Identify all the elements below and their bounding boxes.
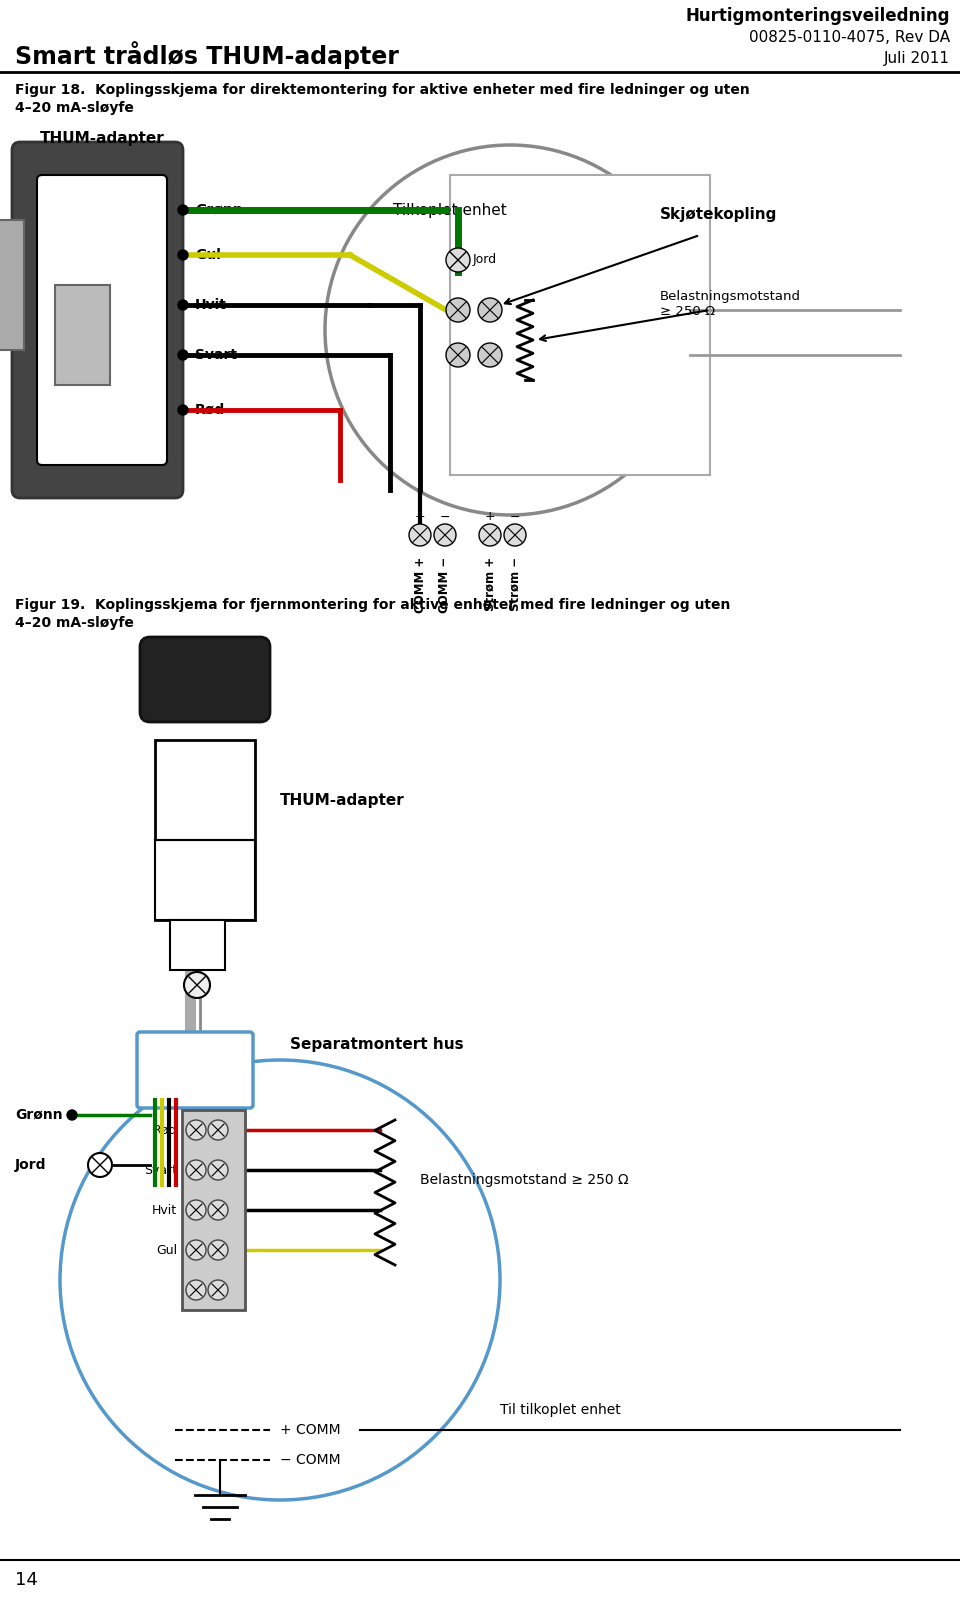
Text: 4–20 mA-sløyfe: 4–20 mA-sløyfe [15, 616, 133, 630]
FancyBboxPatch shape [12, 142, 183, 498]
Text: Juli 2011: Juli 2011 [884, 51, 950, 66]
Circle shape [434, 525, 456, 546]
FancyBboxPatch shape [137, 1032, 253, 1107]
Circle shape [479, 525, 501, 546]
Text: Separatmontert hus: Separatmontert hus [290, 1037, 464, 1053]
Text: COMM +: COMM + [414, 557, 426, 613]
Circle shape [409, 525, 431, 546]
Text: Hvit: Hvit [152, 1203, 177, 1216]
Text: Grønn: Grønn [195, 203, 243, 218]
Circle shape [88, 1154, 112, 1178]
Text: Smart trådløs THUM-adapter: Smart trådløs THUM-adapter [15, 42, 398, 69]
Text: −: − [440, 510, 450, 523]
Text: Gul: Gul [195, 248, 221, 262]
Text: Hvit: Hvit [195, 298, 227, 312]
Bar [155, 840, 255, 920]
Circle shape [446, 248, 470, 272]
FancyBboxPatch shape [140, 637, 270, 722]
Circle shape [504, 525, 526, 546]
Text: Strøm +: Strøm + [484, 557, 496, 611]
Circle shape [478, 298, 502, 322]
Text: +: + [485, 510, 495, 523]
Circle shape [325, 146, 695, 515]
Text: − COMM: − COMM [280, 1453, 341, 1467]
Text: + COMM: + COMM [280, 1422, 341, 1437]
Text: Belastningsmotstand
≥ 250 Ω: Belastningsmotstand ≥ 250 Ω [660, 290, 801, 318]
Text: Grønn: Grønn [15, 1107, 62, 1122]
Text: Svart: Svart [144, 1163, 177, 1176]
Text: −: − [510, 510, 520, 523]
Bar [450, 174, 710, 475]
FancyBboxPatch shape [37, 174, 167, 466]
Circle shape [178, 205, 188, 214]
Text: +: + [415, 510, 425, 523]
Text: Figur 19.  Koplingsskjema for fjernmontering for aktive enheter med fire ledning: Figur 19. Koplingsskjema for fjernmonter… [15, 598, 731, 611]
Circle shape [60, 1059, 500, 1501]
Text: Belastningsmotstand ≥ 250 Ω: Belastningsmotstand ≥ 250 Ω [420, 1173, 629, 1187]
Text: 14: 14 [15, 1571, 37, 1589]
Circle shape [178, 301, 188, 310]
Circle shape [446, 298, 470, 322]
Bar [155, 739, 255, 920]
Circle shape [446, 342, 470, 366]
Bar [0, 219, 24, 350]
Circle shape [186, 1120, 206, 1139]
Circle shape [186, 1200, 206, 1219]
Text: 00825-0110-4075, Rev DA: 00825-0110-4075, Rev DA [749, 30, 950, 45]
Text: Jord: Jord [15, 1158, 46, 1171]
Text: Figur 18.  Koplingsskjema for direktemontering for aktive enheter med fire ledni: Figur 18. Koplingsskjema for direktemont… [15, 83, 750, 98]
Circle shape [208, 1240, 228, 1261]
Text: Svart: Svart [195, 349, 237, 362]
Circle shape [208, 1280, 228, 1299]
Text: Strøm −: Strøm − [509, 557, 521, 611]
Text: Tilkoplet enhet: Tilkoplet enhet [394, 203, 507, 218]
Circle shape [186, 1240, 206, 1261]
Text: 4–20 mA-sløyfe: 4–20 mA-sløyfe [15, 101, 133, 115]
Circle shape [478, 342, 502, 366]
Circle shape [208, 1200, 228, 1219]
Text: Til tilkoplet enhet: Til tilkoplet enhet [500, 1403, 621, 1418]
Circle shape [178, 405, 188, 414]
Bar [55, 285, 110, 386]
Text: Gul: Gul [156, 1243, 177, 1256]
Text: Rød: Rød [153, 1123, 177, 1136]
Circle shape [208, 1120, 228, 1139]
Circle shape [178, 350, 188, 360]
Circle shape [184, 971, 210, 998]
Text: Rød: Rød [195, 403, 226, 418]
Text: Skjøtekopling: Skjøtekopling [660, 208, 778, 222]
Circle shape [67, 1110, 77, 1120]
Circle shape [178, 250, 188, 259]
Circle shape [186, 1280, 206, 1299]
Text: THUM-adapter: THUM-adapter [280, 792, 405, 808]
Bar [170, 920, 225, 970]
Text: THUM-adapter: THUM-adapter [40, 131, 165, 146]
Circle shape [208, 1160, 228, 1181]
Circle shape [186, 1160, 206, 1181]
Text: COMM −: COMM − [439, 557, 451, 613]
Text: Hurtigmonteringsveiledning: Hurtigmonteringsveiledning [685, 6, 950, 26]
Bar [182, 1110, 245, 1310]
Text: Jord: Jord [473, 253, 497, 267]
